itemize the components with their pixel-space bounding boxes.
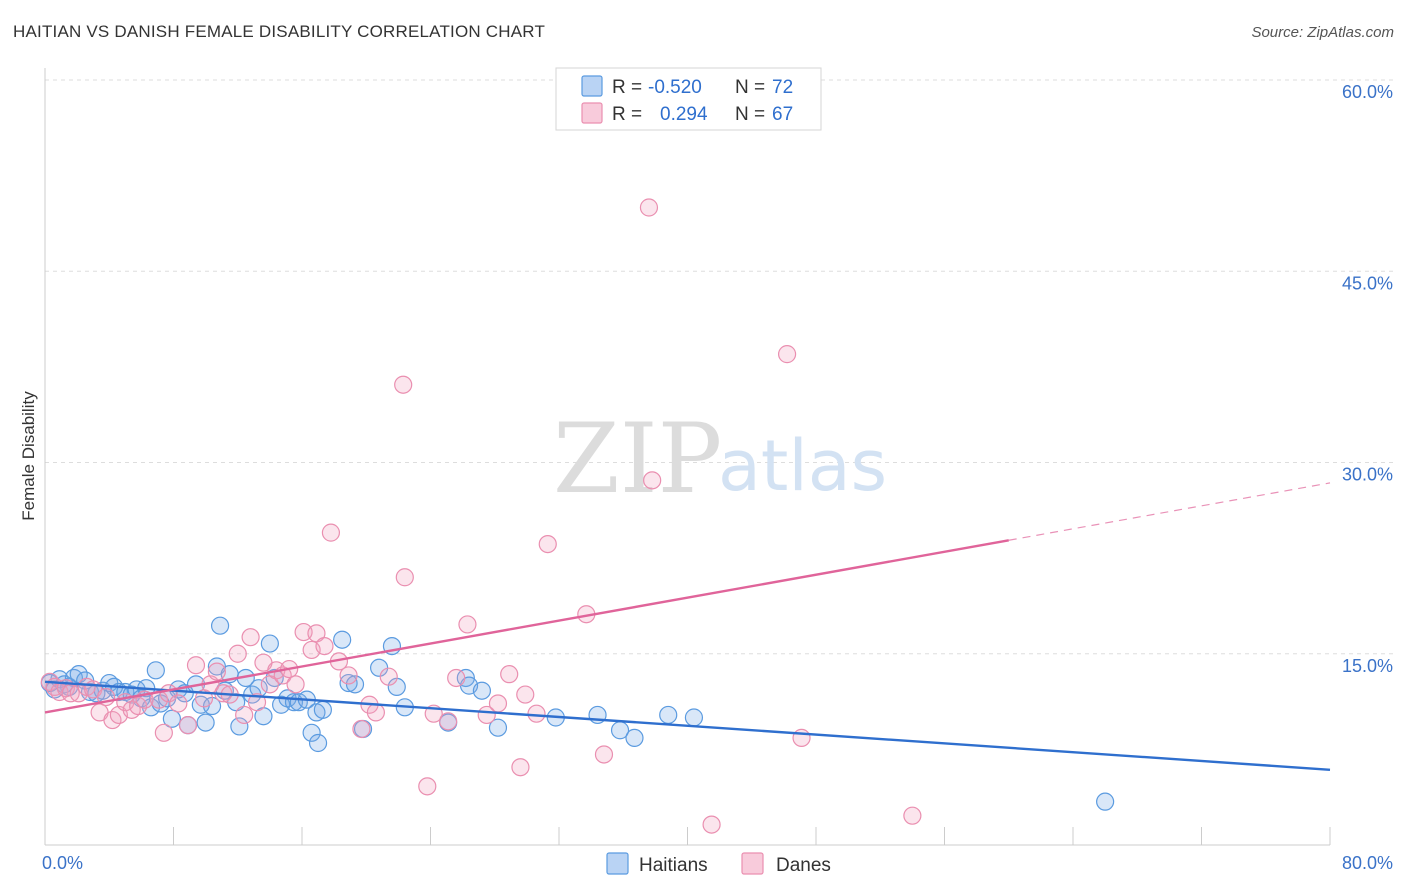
haitian-point xyxy=(260,634,279,653)
haitian-point xyxy=(659,705,678,725)
legend-n-value-danes: 67 xyxy=(772,104,793,125)
legend-bottom-label-haitians: Haitians xyxy=(639,855,708,876)
haitian-point xyxy=(230,717,249,736)
danish-point xyxy=(447,668,466,688)
chart-title: HAITIAN VS DANISH FEMALE DISABILITY CORR… xyxy=(13,22,546,41)
legend-swatch-haitians xyxy=(581,75,603,97)
danish-point xyxy=(207,662,226,681)
danish-point xyxy=(538,534,557,554)
legend-n-label-danes: N = xyxy=(735,104,765,125)
danish-point xyxy=(394,375,413,394)
danish-point xyxy=(777,345,797,364)
legend-n-label-haitians: N = xyxy=(735,77,765,98)
danish-point xyxy=(792,728,811,748)
danish-point xyxy=(500,665,519,684)
danish-point xyxy=(488,694,508,713)
haitian-point xyxy=(308,733,328,753)
haitian-point xyxy=(333,630,352,649)
watermark-zip: ZIP xyxy=(553,403,722,515)
trend-line-haitians xyxy=(44,680,1331,771)
x-tick-label-max: 80.0% xyxy=(1342,853,1393,873)
legend-r-label-haitians: R = xyxy=(612,77,642,98)
danish-point xyxy=(339,666,358,685)
danish-point xyxy=(379,667,398,686)
haitian-point xyxy=(472,681,491,700)
legend-series: Haitians Danes xyxy=(606,852,831,876)
axes xyxy=(44,68,1331,846)
danish-point xyxy=(418,777,437,796)
legend-swatch-danes xyxy=(581,102,603,124)
haitian-point xyxy=(684,708,704,727)
danish-point xyxy=(458,615,477,634)
grid-lines xyxy=(45,79,1395,655)
haitian-point xyxy=(162,709,181,728)
y-axis-title: Female Disability xyxy=(19,391,38,521)
legend-bottom-swatch-haitians xyxy=(606,852,629,875)
haitian-point xyxy=(210,616,230,635)
danish-point xyxy=(286,675,305,694)
haitian-point xyxy=(146,661,165,680)
danish-point xyxy=(178,716,198,735)
y-tick-label: 30.0% xyxy=(1342,465,1393,485)
legend-r-value-danes: 0.294 xyxy=(660,104,708,125)
legend-bottom-label-danes: Danes xyxy=(776,855,831,876)
trend-lines xyxy=(44,482,1331,771)
danish-point xyxy=(241,628,260,647)
haitian-point xyxy=(488,718,508,737)
danish-point xyxy=(352,719,371,739)
haitian-point xyxy=(313,700,332,719)
legend-correlation: R = -0.520 N = 72 R = 0.294 N = 67 xyxy=(555,67,822,131)
danish-point xyxy=(903,806,922,825)
y-tick-label: 60.0% xyxy=(1342,82,1393,102)
danish-point xyxy=(169,694,188,713)
danish-point xyxy=(511,758,530,777)
danish-point xyxy=(366,703,385,722)
haitian-point xyxy=(625,728,644,748)
haitian-point xyxy=(302,723,321,742)
trend-line-extension-danes xyxy=(1008,482,1331,541)
danish-point xyxy=(294,622,313,642)
danish-point xyxy=(527,704,546,723)
legend-r-value-haitians: -0.520 xyxy=(648,77,702,98)
danish-point xyxy=(228,644,247,663)
trend-line-danes xyxy=(44,539,1009,714)
danish-point xyxy=(643,471,662,490)
watermark: ZIP atlas xyxy=(553,403,887,515)
haitian-point xyxy=(196,713,215,732)
y-tick-label: 15.0% xyxy=(1342,656,1393,676)
danish-point xyxy=(516,685,535,704)
danish-point xyxy=(702,815,721,834)
legend-r-label-danes: R = xyxy=(612,104,642,125)
danish-point xyxy=(639,198,659,217)
danish-point xyxy=(594,745,614,764)
y-tick-labels: 15.0% 30.0% 45.0% 60.0% xyxy=(1342,82,1393,676)
haitian-point xyxy=(1096,792,1115,811)
danish-point xyxy=(439,712,458,731)
danish-point xyxy=(247,693,267,712)
data-points xyxy=(40,198,1115,834)
danish-point xyxy=(154,723,173,742)
legend-n-value-haitians: 72 xyxy=(772,77,793,98)
legend-bottom-swatch-danes xyxy=(741,852,764,875)
x-tick-labels: 0.0% 80.0% xyxy=(42,853,1393,873)
danish-point xyxy=(395,568,414,587)
danish-point xyxy=(186,656,206,675)
watermark-atlas: atlas xyxy=(718,425,887,507)
x-tick-label-min: 0.0% xyxy=(42,853,83,873)
danish-point xyxy=(235,705,254,725)
haitian-point xyxy=(345,675,365,694)
haitian-point xyxy=(339,673,358,693)
y-tick-label: 45.0% xyxy=(1342,273,1393,293)
source-credit: Source: ZipAtlas.com xyxy=(1251,24,1394,41)
danish-point xyxy=(321,523,341,542)
danish-point xyxy=(315,636,334,656)
